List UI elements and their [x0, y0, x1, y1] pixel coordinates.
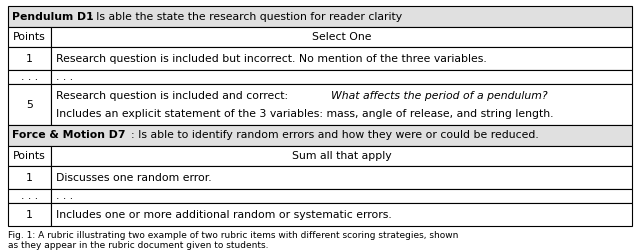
- Text: Force & Motion D7: Force & Motion D7: [12, 130, 125, 140]
- Text: Sum all that apply: Sum all that apply: [292, 151, 392, 161]
- Text: Points: Points: [13, 151, 46, 161]
- Bar: [51, 189, 632, 203]
- Bar: [8, 125, 632, 146]
- Bar: [51, 84, 632, 125]
- Bar: [8, 84, 51, 125]
- Text: . . .: . . .: [56, 191, 74, 201]
- Bar: [51, 70, 632, 84]
- Text: . . .: . . .: [21, 191, 38, 201]
- Bar: [51, 166, 632, 189]
- Text: : Is able to identify random errors and how they were or could be reduced.: : Is able to identify random errors and …: [131, 130, 539, 140]
- Text: Research question is included and correct:: Research question is included and correc…: [56, 91, 292, 102]
- Text: Research question is included but incorrect. No mention of the three variables.: Research question is included but incorr…: [56, 54, 487, 64]
- Bar: [51, 146, 632, 166]
- Text: . . .: . . .: [21, 72, 38, 82]
- Bar: [51, 203, 632, 226]
- Text: : Is able the state the research question for reader clarity: : Is able the state the research questio…: [89, 12, 402, 22]
- Bar: [8, 27, 51, 47]
- Text: Includes one or more additional random or systematic errors.: Includes one or more additional random o…: [56, 210, 392, 220]
- Bar: [8, 166, 51, 189]
- Text: Pendulum D1: Pendulum D1: [12, 12, 93, 22]
- Bar: [8, 6, 632, 27]
- Bar: [8, 70, 51, 84]
- Bar: [8, 47, 51, 70]
- Text: . . .: . . .: [56, 72, 74, 82]
- Text: 1: 1: [26, 54, 33, 64]
- Text: 1: 1: [26, 210, 33, 220]
- Text: Fig. 1: A rubric illustrating two example of two rubric items with different sco: Fig. 1: A rubric illustrating two exampl…: [8, 230, 458, 250]
- Bar: [51, 27, 632, 47]
- Text: 1: 1: [26, 173, 33, 183]
- Bar: [8, 189, 51, 203]
- Text: Includes an explicit statement of the 3 variables: mass, angle of release, and s: Includes an explicit statement of the 3 …: [56, 109, 554, 119]
- Bar: [8, 146, 51, 166]
- Bar: [8, 203, 51, 226]
- Text: What affects the period of a pendulum?: What affects the period of a pendulum?: [331, 91, 548, 102]
- Text: Discusses one random error.: Discusses one random error.: [56, 173, 212, 183]
- Bar: [51, 47, 632, 70]
- Text: Points: Points: [13, 32, 46, 42]
- Text: 5: 5: [26, 100, 33, 110]
- Text: Select One: Select One: [312, 32, 371, 42]
